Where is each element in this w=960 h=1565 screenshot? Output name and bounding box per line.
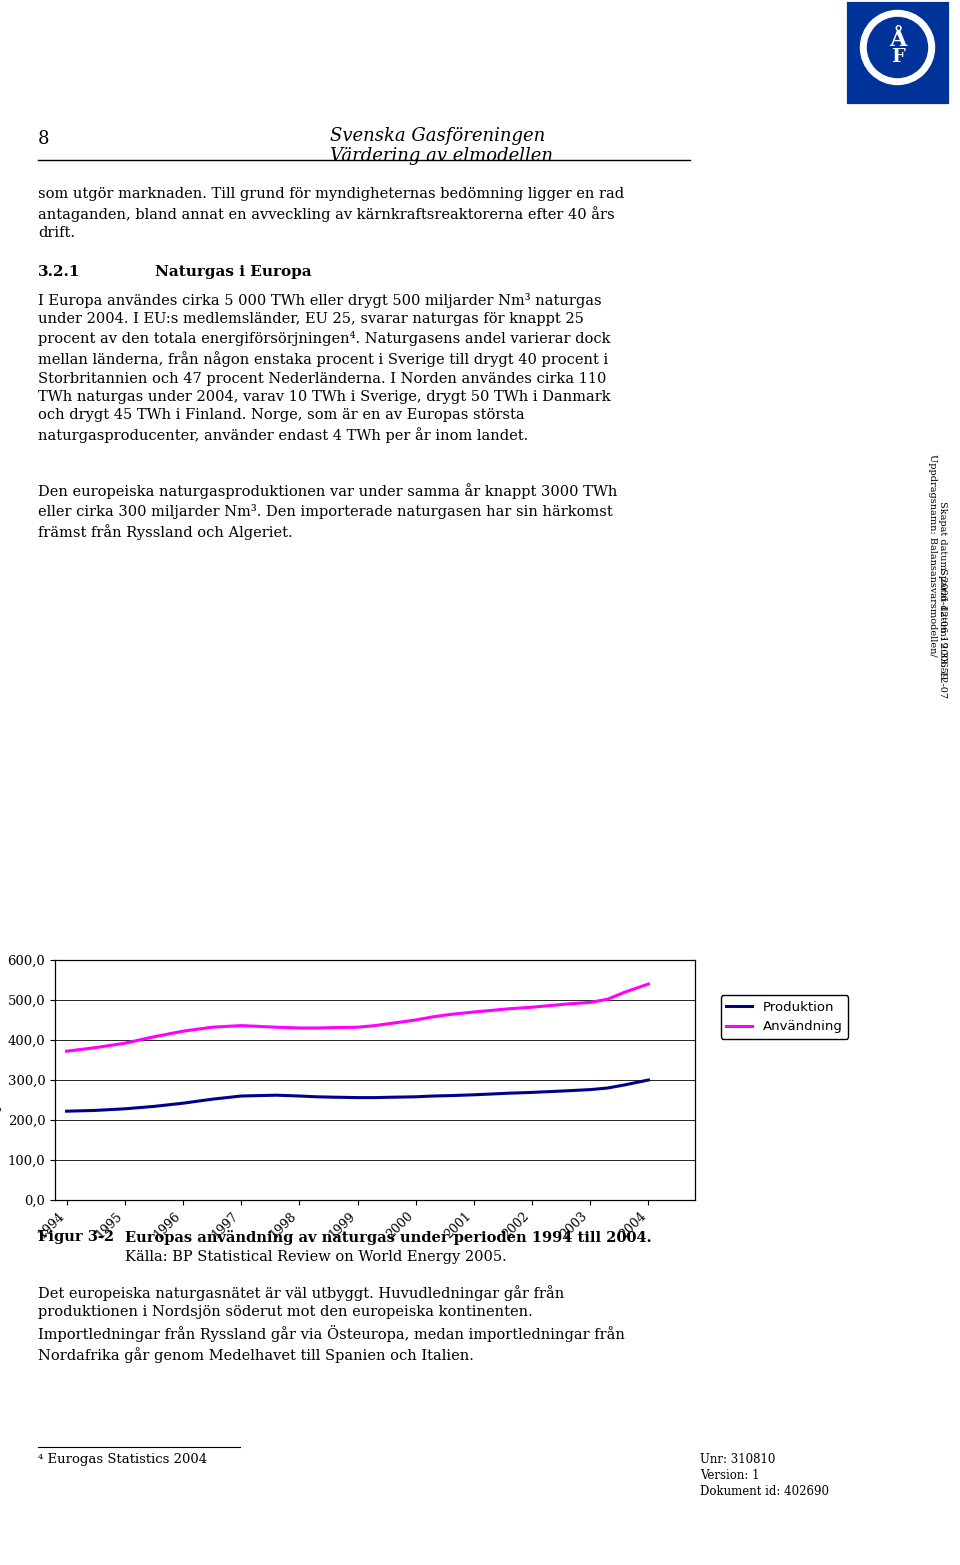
Text: ⁴ Eurogas Statistics 2004: ⁴ Eurogas Statistics 2004 (38, 1452, 207, 1466)
Text: Dokument id: 402690: Dokument id: 402690 (700, 1485, 829, 1498)
Text: Skapat datum: 2006-12-06 19:33:59: Skapat datum: 2006-12-06 19:33:59 (939, 501, 948, 679)
Produktion (387, 1088, 398, 1106)
Produktion (370, 1088, 381, 1106)
Användning (543, 997, 555, 1016)
Text: Sparat datum: 2006-12-07: Sparat datum: 2006-12-07 (939, 568, 948, 698)
Användning (119, 1034, 131, 1053)
Text: Källa: BP Statistical Review on World Energy 2005.: Källa: BP Statistical Review on World En… (125, 1250, 507, 1265)
Legend: Produktion, Användning: Produktion, Användning (721, 995, 849, 1039)
Användning (271, 1017, 282, 1036)
Produktion (526, 1083, 538, 1102)
Produktion (311, 1088, 323, 1106)
Text: Uppdragsnamn: Balansansvarsmodellen/: Uppdragsnamn: Balansansvarsmodellen/ (928, 454, 938, 656)
Produktion (148, 1097, 159, 1116)
Line: Användning: Användning (66, 984, 648, 1052)
Användning (387, 1014, 398, 1033)
Produktion (410, 1088, 421, 1106)
Användning (444, 1005, 456, 1024)
Användning (351, 1017, 363, 1036)
Produktion (271, 1086, 282, 1105)
Text: Den europeiska naturgasproduktionen var under samma år knappt 3000 TWh
eller cir: Den europeiska naturgasproduktionen var … (38, 484, 617, 540)
Text: 8: 8 (38, 130, 50, 149)
Text: Europas användning av naturgas under perioden 1994 till 2004.: Europas användning av naturgas under per… (125, 1230, 652, 1246)
Produktion (486, 1085, 497, 1103)
Användning (410, 1011, 421, 1030)
Produktion (119, 1099, 131, 1117)
Produktion (328, 1088, 340, 1106)
Text: Å: Å (889, 28, 906, 50)
Produktion (543, 1083, 555, 1102)
Användning (148, 1027, 159, 1045)
Användning (642, 975, 654, 994)
Användning (602, 989, 613, 1008)
Produktion (562, 1081, 573, 1100)
Användning (486, 1002, 497, 1020)
Text: I Europa användes cirka 5 000 TWh eller drygt 500 miljarder Nm³ naturgas
under 2: I Europa användes cirka 5 000 TWh eller … (38, 293, 611, 443)
Text: Det europeiska naturgasnätet är väl utbyggt. Huvudledningar går från
produktione: Det europeiska naturgasnätet är väl utby… (38, 1285, 625, 1363)
Användning (468, 1003, 480, 1022)
Produktion (252, 1086, 264, 1105)
Produktion (619, 1075, 631, 1094)
Line: Produktion: Produktion (66, 1080, 648, 1111)
Användning (206, 1017, 218, 1036)
Produktion (90, 1102, 102, 1121)
Text: som utgör marknaden. Till grund för myndigheternas bedömning ligger en rad
antag: som utgör marknaden. Till grund för mynd… (38, 186, 624, 241)
Text: Unr: 310810: Unr: 310810 (700, 1452, 776, 1466)
Användning (252, 1017, 264, 1036)
Produktion (642, 1070, 654, 1089)
Produktion (503, 1085, 515, 1103)
Text: 3.2.1: 3.2.1 (38, 264, 81, 279)
Text: Figur 3-2: Figur 3-2 (38, 1230, 114, 1244)
Användning (503, 1000, 515, 1019)
Användning (311, 1019, 323, 1038)
Användning (585, 994, 596, 1013)
Användning (619, 983, 631, 1002)
Användning (562, 995, 573, 1014)
Produktion (178, 1094, 189, 1113)
Användning (178, 1022, 189, 1041)
Text: Version: 1: Version: 1 (700, 1470, 759, 1482)
Produktion (235, 1086, 247, 1105)
Användning (370, 1016, 381, 1034)
Text: Svenska Gasföreningen: Svenska Gasföreningen (330, 127, 545, 146)
Användning (235, 1016, 247, 1034)
Produktion (60, 1102, 72, 1121)
Produktion (427, 1086, 439, 1105)
Produktion (468, 1086, 480, 1105)
Produktion (444, 1086, 456, 1105)
Användning (328, 1019, 340, 1038)
Produktion (351, 1088, 363, 1106)
Användning (60, 1042, 72, 1061)
Användning (90, 1038, 102, 1056)
Produktion (585, 1080, 596, 1099)
Produktion (602, 1078, 613, 1097)
Produktion (206, 1089, 218, 1108)
Användning (526, 998, 538, 1017)
Produktion (294, 1086, 305, 1105)
Circle shape (860, 11, 934, 85)
Circle shape (868, 17, 927, 78)
Text: F: F (891, 49, 904, 66)
Text: Naturgas i Europa: Naturgas i Europa (155, 264, 312, 279)
FancyBboxPatch shape (845, 0, 950, 105)
Text: Värdering av elmodellen: Värdering av elmodellen (330, 147, 553, 164)
Användning (294, 1019, 305, 1038)
Användning (427, 1008, 439, 1027)
Y-axis label: Miljarder Nm3: Miljarder Nm3 (0, 1028, 2, 1133)
